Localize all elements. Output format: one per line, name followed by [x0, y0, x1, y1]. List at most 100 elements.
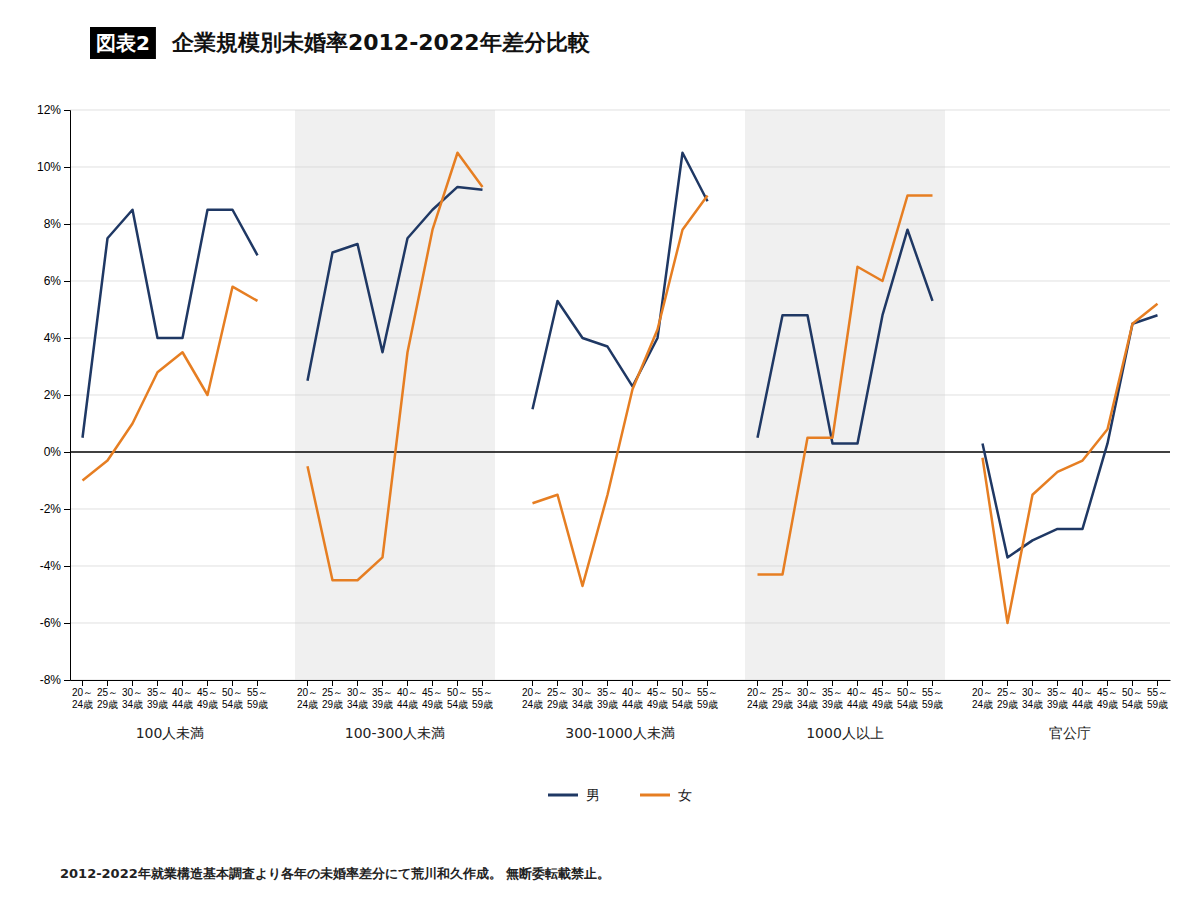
x-tick-label-line: 40～: [622, 687, 643, 698]
title-badge-box: [90, 27, 156, 59]
x-tick-mark: [1057, 680, 1058, 686]
x-tick-label: 25～29歳: [322, 687, 343, 710]
grid-line: [70, 623, 1170, 624]
x-tick: 55～59歳: [697, 680, 718, 710]
x-tick-label-line: 45～: [1097, 687, 1118, 698]
x-tick-label: 40～44歳: [172, 687, 193, 710]
x-tick-label-line: 35～: [1047, 687, 1068, 698]
grid-line: [70, 395, 1170, 396]
x-tick-label-line: 54歳: [897, 699, 918, 710]
y-tick-mark: [64, 338, 70, 339]
x-tick: 40～44歳: [1072, 680, 1093, 710]
x-tick: 45～49歳: [197, 680, 218, 710]
x-tick-label: 35～39歳: [597, 687, 618, 710]
legend-swatch: [548, 794, 578, 797]
x-tick-mark: [457, 680, 458, 686]
x-tick-label-line: 44歳: [847, 699, 868, 710]
grid-line: [70, 110, 1170, 111]
x-tick-mark: [132, 680, 133, 686]
group-label: 100-300人未満: [345, 725, 446, 741]
y-tick: 2%: [44, 388, 70, 402]
x-tick: 20～24歳: [297, 680, 318, 710]
grid-line: [70, 680, 1170, 681]
x-tick-mark: [582, 680, 583, 686]
x-tick-mark: [407, 680, 408, 686]
x-tick: 45～49歳: [647, 680, 668, 710]
x-tick-label-line: 55～: [1147, 687, 1168, 698]
x-tick-mark: [82, 680, 83, 686]
x-tick-label-line: 29歳: [547, 699, 568, 710]
x-tick: 20～24歳: [72, 680, 93, 710]
x-tick-label-line: 35～: [597, 687, 618, 698]
x-tick-label-line: 54歳: [1122, 699, 1143, 710]
x-tick-label-line: 35～: [822, 687, 843, 698]
x-tick-label: 40～44歳: [397, 687, 418, 710]
x-tick-label: 20～24歳: [297, 687, 318, 710]
x-tick-label: 40～44歳: [1072, 687, 1093, 710]
grid-line: [70, 566, 1170, 567]
x-tick-mark: [707, 680, 708, 686]
x-tick: 50～54歳: [897, 680, 918, 710]
x-tick-label-line: 50～: [1122, 687, 1143, 698]
x-tick-label: 30～34歳: [122, 687, 143, 710]
y-tick-label: 8%: [44, 217, 62, 231]
y-tick: -4%: [40, 559, 70, 573]
x-tick: 55～59歳: [922, 680, 943, 710]
y-tick-label: -6%: [40, 616, 62, 630]
x-tick-mark: [982, 680, 983, 686]
x-tick-label: 30～34歳: [1022, 687, 1043, 710]
x-tick-label-line: 44歳: [172, 699, 193, 710]
x-tick-label-line: 40～: [1072, 687, 1093, 698]
x-tick-label-line: 39歳: [372, 699, 393, 710]
y-tick: 8%: [44, 217, 70, 231]
legend: 男女: [548, 787, 692, 803]
y-tick-label: 10%: [37, 160, 61, 174]
legend-label: 男: [586, 787, 600, 803]
x-tick-label-line: 25～: [772, 687, 793, 698]
x-tick: 30～34歳: [347, 680, 368, 710]
y-tick: -6%: [40, 616, 70, 630]
x-tick-label: 30～34歳: [572, 687, 593, 710]
x-tick-label-line: 20～: [522, 687, 543, 698]
y-tick: -8%: [40, 673, 70, 687]
x-tick-label-line: 34歳: [1022, 699, 1043, 710]
x-tick: 30～34歳: [797, 680, 818, 710]
x-tick-label: 55～59歳: [247, 687, 268, 710]
x-tick-label: 55～59歳: [1147, 687, 1168, 710]
x-tick-label-line: 29歳: [997, 699, 1018, 710]
x-tick-label-line: 54歳: [672, 699, 693, 710]
x-tick-mark: [682, 680, 683, 686]
x-tick-label-line: 50～: [222, 687, 243, 698]
x-tick-label: 25～29歳: [97, 687, 118, 710]
x-tick-label: 40～44歳: [622, 687, 643, 710]
x-tick-label: 40～44歳: [847, 687, 868, 710]
x-tick: 35～39歳: [597, 680, 618, 710]
x-tick: 45～49歳: [1097, 680, 1118, 710]
x-tick-label-line: 44歳: [397, 699, 418, 710]
x-tick: 50～54歳: [1122, 680, 1143, 710]
x-tick-mark: [1132, 680, 1133, 686]
x-tick: 40～44歳: [622, 680, 643, 710]
x-axis-line: [71, 680, 1171, 681]
group-labels: 100人未満100-300人未満300-1000人未満1000人以上官公庁: [136, 725, 1091, 741]
zero-line: [70, 451, 1170, 453]
y-tick-mark: [64, 281, 70, 282]
line-series: [83, 153, 1158, 623]
x-tick-mark: [332, 680, 333, 686]
x-tick: 55～59歳: [472, 680, 493, 710]
x-tick: 50～54歳: [672, 680, 693, 710]
group-label: 官公庁: [1049, 725, 1091, 741]
x-tick-mark: [607, 680, 608, 686]
x-tick-label-line: 54歳: [222, 699, 243, 710]
x-tick-mark: [382, 680, 383, 686]
x-tick-mark: [782, 680, 783, 686]
y-tick-mark: [64, 110, 70, 111]
x-tick: 35～39歳: [1047, 680, 1068, 710]
y-tick-mark: [64, 509, 70, 510]
x-tick-label-line: 40～: [397, 687, 418, 698]
x-tick-label-line: 30～: [797, 687, 818, 698]
x-tick-label: 35～39歳: [372, 687, 393, 710]
x-tick-label: 25～29歳: [547, 687, 568, 710]
x-tick-label-line: 20～: [747, 687, 768, 698]
group-label: 1000人以上: [806, 725, 884, 741]
